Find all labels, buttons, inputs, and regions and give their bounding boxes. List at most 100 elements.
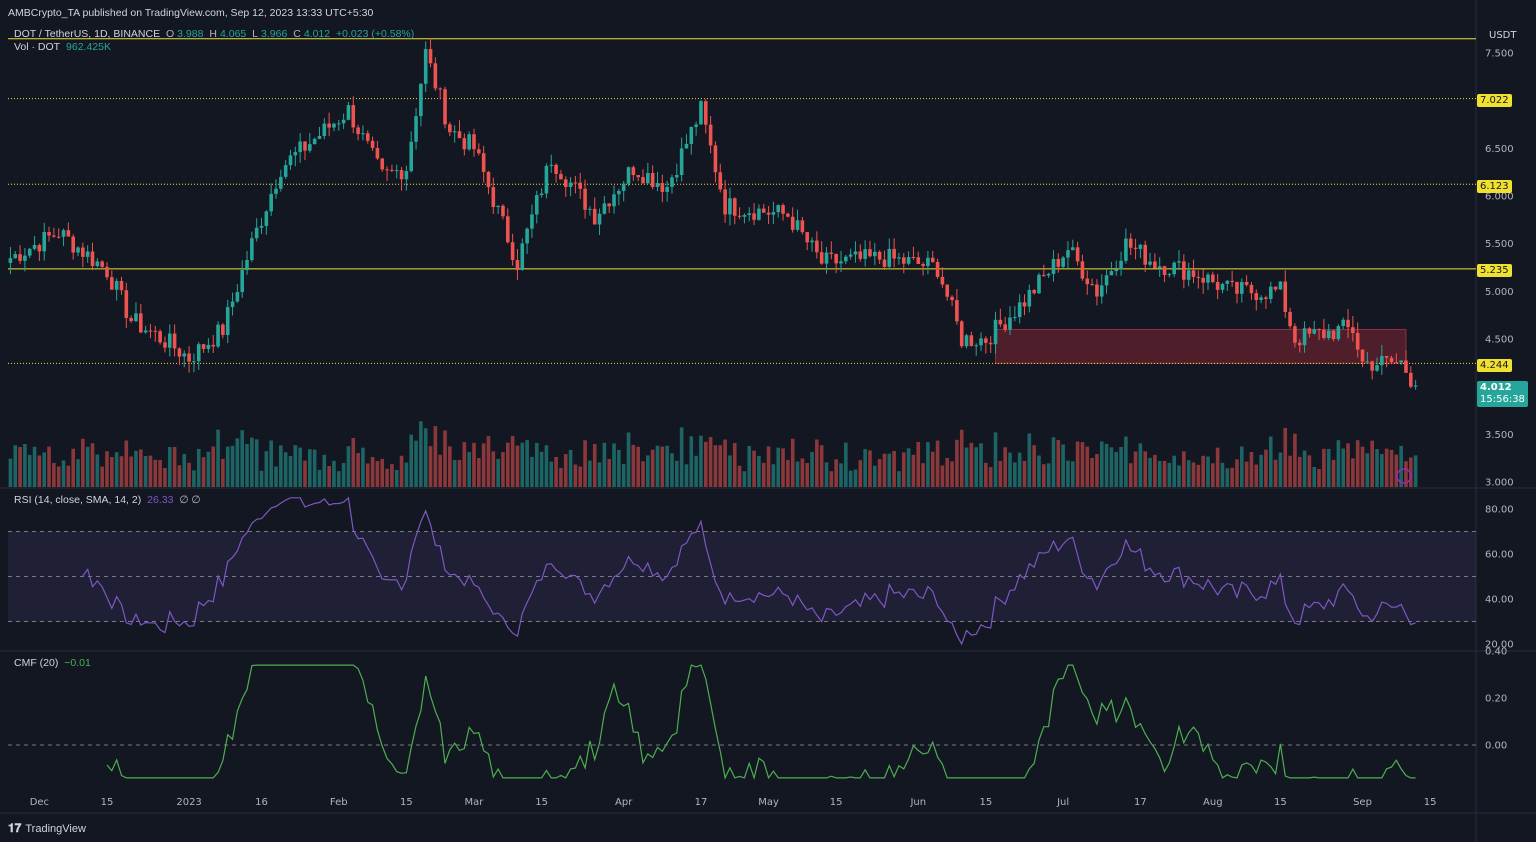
volume-bar — [245, 443, 249, 487]
candle-body — [76, 247, 80, 253]
volume-bar — [761, 462, 766, 487]
candle-body — [1413, 385, 1418, 387]
candle-body — [356, 127, 360, 135]
candle-body — [660, 183, 665, 192]
volume-bar — [757, 455, 761, 487]
volume-bar — [8, 458, 13, 487]
candle-body — [689, 126, 694, 144]
candle-body — [312, 138, 317, 145]
candle-body — [351, 105, 356, 128]
price-tick-label: 7.500 — [1485, 49, 1514, 60]
candle-body — [699, 101, 703, 125]
candle-body — [592, 208, 597, 225]
candle-body — [1409, 372, 1413, 387]
candle-body — [148, 330, 153, 332]
volume-bar — [317, 469, 322, 487]
volume-bar — [452, 460, 457, 487]
candle-body — [882, 259, 887, 267]
candle-body — [486, 171, 491, 188]
volume-bar — [61, 460, 66, 487]
volume-bar — [457, 460, 462, 487]
candle-body — [1095, 284, 1099, 297]
cmf-legend[interactable]: CMF (20) −0.01 — [14, 657, 94, 669]
volume-bar — [414, 440, 418, 487]
tradingview-logo[interactable]: 𝟏𝟕 TradingView — [8, 821, 86, 836]
volume-bar — [477, 458, 481, 487]
rsi-tick-label: 40.00 — [1485, 595, 1514, 606]
volume-bar — [211, 446, 216, 487]
volume-bar — [32, 446, 37, 487]
volume-bar — [336, 471, 341, 487]
candle-body — [617, 190, 621, 195]
time-tick-label: Jun — [909, 797, 926, 808]
candle-body — [1162, 266, 1167, 275]
volume-bar — [1230, 467, 1234, 487]
candle-body — [1399, 360, 1403, 363]
candle-body — [95, 261, 100, 267]
volume-bar — [1032, 445, 1036, 487]
symbol-legend[interactable]: DOT / TetherUS, 1D, BINANCE O 3.988 H 4.06… — [14, 28, 417, 40]
volume-legend[interactable]: Vol · DOT 962.425K — [14, 41, 114, 53]
volume-bar — [1244, 461, 1249, 487]
volume-bar — [974, 447, 979, 487]
candle-body — [317, 135, 322, 139]
volume-bar — [1312, 466, 1317, 487]
volume-bar — [510, 435, 515, 487]
volume-bar — [428, 446, 433, 487]
volume-bar — [76, 459, 80, 487]
volume-bar — [940, 465, 945, 487]
volume-bar — [110, 457, 114, 487]
time-tick-label: 17 — [695, 797, 708, 808]
volume-bar — [1167, 462, 1172, 487]
candle-body — [423, 49, 428, 84]
volume-bar — [1172, 455, 1176, 487]
volume-bar — [800, 458, 805, 487]
volume-bar — [423, 428, 428, 487]
time-tick-label: 15 — [1274, 797, 1287, 808]
rsi-tick-label: 80.00 — [1485, 505, 1514, 516]
candle-body — [105, 266, 109, 278]
volume-bar — [1128, 463, 1133, 487]
volume-bar — [163, 467, 167, 487]
rsi-band — [8, 531, 1476, 622]
candle-body — [1099, 285, 1104, 297]
volume-bar — [969, 442, 974, 487]
ohlc-h-label: H — [209, 28, 217, 40]
volume-bar — [225, 446, 230, 487]
candle-body — [969, 335, 974, 346]
time-tick-label: Mar — [465, 797, 485, 808]
volume-bar — [588, 460, 592, 487]
candle-body — [887, 248, 892, 267]
candle-body — [554, 164, 558, 174]
candle-body — [1312, 329, 1317, 334]
volume-bar — [1061, 444, 1065, 487]
volume-bar — [1196, 464, 1201, 487]
volume-bar — [665, 445, 669, 487]
ohlc-l: 3.966 — [261, 28, 288, 40]
rsi-legend[interactable]: RSI (14, close, SMA, 14, 2) 26.33 ∅ ∅ — [14, 494, 204, 506]
candle-body — [819, 252, 824, 264]
candle-body — [1346, 319, 1350, 328]
volume-bar — [578, 466, 583, 487]
volume-bar — [1075, 441, 1080, 487]
volume-bar — [1017, 452, 1022, 487]
tradingview-icon: 𝟏𝟕 — [8, 821, 22, 835]
candle-body — [597, 213, 602, 225]
candle-body — [1070, 247, 1075, 251]
volume-bar — [1341, 448, 1346, 487]
current-price: 4.012 — [1480, 382, 1512, 393]
candle-body — [911, 257, 916, 259]
candle-body — [85, 251, 90, 257]
candle-body — [1075, 247, 1080, 262]
volume-bar — [641, 461, 645, 487]
candle-body — [877, 251, 882, 260]
volume-bar — [1399, 445, 1403, 487]
candle-body — [1182, 261, 1186, 280]
time-tick-label: May — [758, 797, 779, 808]
candle-body — [206, 344, 211, 349]
candle-body — [23, 255, 27, 261]
candle-body — [1380, 355, 1384, 366]
candle-body — [182, 353, 187, 357]
candle-body — [675, 174, 679, 178]
